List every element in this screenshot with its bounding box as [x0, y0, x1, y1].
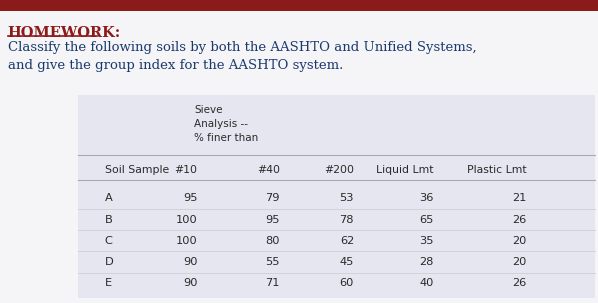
Text: 100: 100 [176, 236, 197, 246]
Text: 90: 90 [183, 257, 197, 267]
Text: A: A [105, 193, 112, 204]
Text: 62: 62 [340, 236, 354, 246]
Text: 35: 35 [419, 236, 434, 246]
Text: 71: 71 [266, 278, 280, 288]
Text: E: E [105, 278, 112, 288]
Text: 90: 90 [183, 278, 197, 288]
Text: 26: 26 [512, 215, 526, 225]
Text: Sieve: Sieve [194, 105, 223, 115]
Text: Classify the following soils by both the AASHTO and Unified Systems,: Classify the following soils by both the… [8, 41, 477, 54]
Text: 21: 21 [512, 193, 526, 204]
Bar [0, 0, 598, 11]
Text: 40: 40 [419, 278, 434, 288]
Text: C: C [105, 236, 112, 246]
Text: Soil Sample: Soil Sample [105, 165, 169, 175]
Text: 95: 95 [183, 193, 197, 204]
Text: 28: 28 [419, 257, 434, 267]
Text: 100: 100 [176, 215, 197, 225]
Text: Liquid Lmt: Liquid Lmt [376, 165, 434, 175]
Text: 55: 55 [266, 257, 280, 267]
Text: 65: 65 [419, 215, 434, 225]
Text: 60: 60 [340, 278, 354, 288]
Text: Plastic Lmt: Plastic Lmt [466, 165, 526, 175]
Text: #40: #40 [257, 165, 280, 175]
Text: Analysis --: Analysis -- [194, 119, 248, 129]
Text: 78: 78 [340, 215, 354, 225]
Text: 20: 20 [512, 257, 526, 267]
Text: 20: 20 [512, 236, 526, 246]
Text: 26: 26 [512, 278, 526, 288]
Text: 80: 80 [266, 236, 280, 246]
Text: 79: 79 [266, 193, 280, 204]
Bar [78, 95, 595, 298]
Text: #10: #10 [175, 165, 197, 175]
Text: 95: 95 [266, 215, 280, 225]
Text: #200: #200 [324, 165, 354, 175]
Text: 45: 45 [340, 257, 354, 267]
Text: HOMEWORK:: HOMEWORK: [8, 26, 121, 40]
Text: % finer than: % finer than [194, 133, 258, 143]
Text: and give the group index for the AASHTO system.: and give the group index for the AASHTO … [8, 59, 343, 72]
Text: 53: 53 [340, 193, 354, 204]
Text: D: D [105, 257, 114, 267]
Text: 36: 36 [419, 193, 434, 204]
Text: B: B [105, 215, 112, 225]
